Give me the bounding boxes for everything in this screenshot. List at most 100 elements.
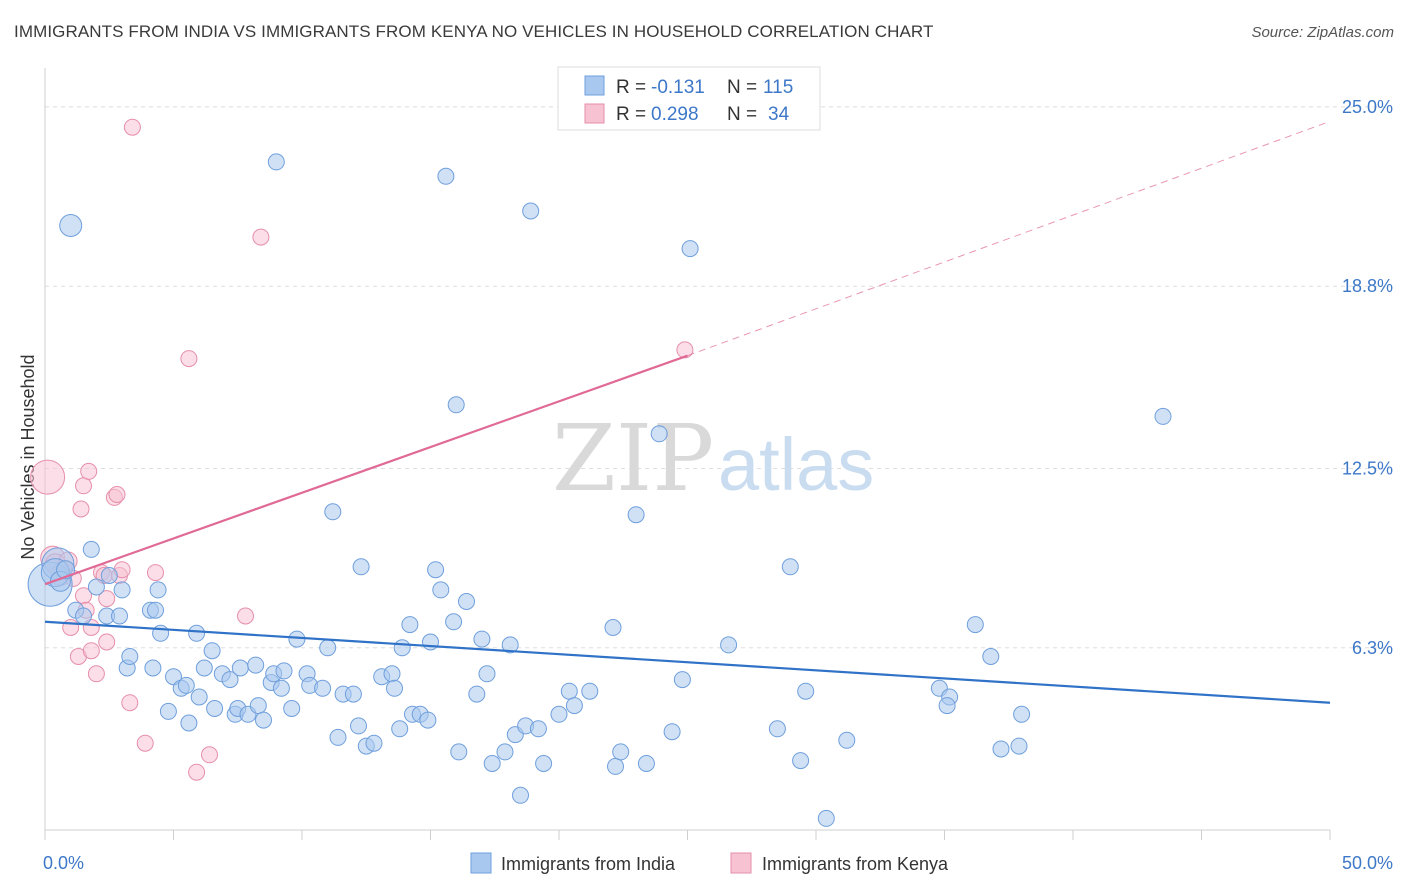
y-tick-labels: 6.3% 12.5% 18.8% 25.0% [1342,97,1393,658]
india-point [147,601,164,619]
india-point [437,167,455,185]
x-tick-label-1: 50.0% [1342,853,1393,873]
india-point [720,636,738,654]
kenya-trend-extension [687,120,1331,357]
legend-swatch-india [470,852,492,874]
india-point [529,720,547,738]
india-point [560,682,578,700]
legend-label-india: Immigrants from India [501,854,676,874]
chart-source: Source: ZipAtlas.com [1251,24,1394,41]
y-tick-label-2: 18.8% [1342,276,1393,296]
india-point [663,723,681,741]
india-point [180,714,198,732]
india-trend-line [44,620,1331,704]
india-point [177,676,195,694]
grid-lines [45,106,1390,649]
india-point [768,720,786,738]
india-point [468,685,486,703]
kenya-point [188,763,206,781]
chart-title: IMMIGRANTS FROM INDIA VS IMMIGRANTS FROM… [14,22,934,41]
kenya-point [98,633,116,651]
india-point [938,697,956,715]
kenya-point [201,746,218,764]
india-point [792,752,810,770]
kenya-point [98,590,116,608]
india-r-value: -0.131 [651,77,705,98]
india-point [604,619,622,636]
kenya-r-label: R = [616,104,646,125]
india-point [447,396,465,414]
watermark-atlas: atlas [718,423,874,506]
india-point [275,662,293,680]
kenya-point [82,642,100,660]
india-point [249,697,267,715]
india-point [288,630,306,648]
india-point [550,705,568,723]
india-point [838,731,856,749]
india-point [458,593,475,610]
kenya-point [147,564,164,582]
kenya-point [62,619,80,636]
india-n-value: 115 [763,77,793,98]
india-point [190,688,208,706]
x-tick-label-0: 0.0% [43,853,84,873]
india-point [386,679,403,697]
kenya-n-label: N = [727,104,757,125]
india-point [432,581,450,599]
india-point [419,711,437,729]
india-point [283,700,301,717]
india-point [496,743,514,761]
india-point [188,624,206,642]
india-point [781,558,799,576]
india-point [982,648,1000,665]
india-point [535,755,553,772]
kenya-point [252,228,270,246]
india-point [82,540,100,558]
india-point [329,728,347,746]
india-point [512,786,529,804]
india-point [231,659,249,677]
india-point [1154,407,1172,425]
india-n-label: N = [727,77,757,98]
india-point [478,665,496,683]
india-point [681,240,699,258]
india-point [272,679,290,697]
india-point [422,633,439,651]
india-point [565,697,583,715]
kenya-point [180,350,198,368]
kenya-r-value: 0.298 [651,104,699,125]
india-point [427,561,445,579]
kenya-legend-swatch [584,103,605,124]
india-point [203,642,221,660]
india-point [59,214,83,237]
india-point [673,671,691,689]
india-point [319,639,337,657]
india-point [195,659,213,677]
legend-swatch-kenya [730,852,752,874]
x-tick-labels: 0.0% 50.0% [43,853,1393,873]
series-legend: Immigrants from India Immigrants from Ke… [470,852,949,874]
kenya-point [237,607,254,625]
kenya-point [72,500,90,518]
kenya-point [75,477,92,495]
india-point [391,720,409,738]
legend-label-kenya: Immigrants from Kenya [762,854,949,874]
india-point [473,630,491,648]
india-point [365,734,383,752]
watermark-zip: ZIP [552,405,714,512]
india-point [75,607,92,625]
india-point [221,671,239,689]
y-tick-label-0: 6.3% [1352,638,1393,658]
india-point [522,202,540,220]
india-point [255,711,272,729]
india-point [966,616,984,634]
india-point [113,581,131,599]
india-points [27,153,1172,827]
india-point [121,648,139,665]
india-point [450,743,468,761]
india-point [637,755,655,772]
india-point [483,755,501,772]
india-point [501,636,519,654]
india-point [159,702,177,720]
